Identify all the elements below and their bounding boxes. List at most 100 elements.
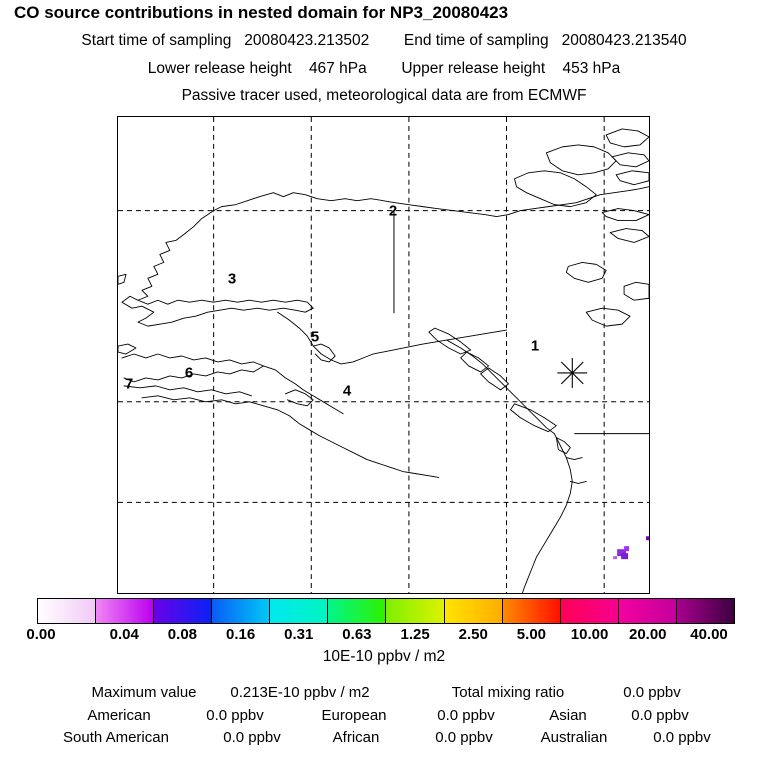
colorbar[interactable] — [37, 598, 735, 624]
political-borders — [393, 210, 649, 435]
asian-label: Asian — [549, 707, 587, 724]
plume-cells — [613, 536, 649, 560]
coastline-alaska-west — [121, 299, 314, 327]
coastline-arctic-island-5 — [615, 170, 649, 186]
american-value: 0.0 ppbv — [206, 707, 264, 724]
colorbar-segment-8 — [502, 599, 561, 623]
australian-label: Australian — [540, 729, 608, 746]
coastline-alaska-north — [121, 192, 509, 303]
coastline-great-slave-lake — [585, 307, 631, 327]
footer-row-summary: Maximum value 0.213E-10 ppbv / m2 Total … — [0, 684, 768, 706]
page-title: CO source contributions in nested domain… — [14, 3, 509, 22]
coastline-alaska-peninsula — [141, 395, 440, 478]
maximum-value-label: Maximum value — [91, 684, 197, 701]
colorbar-tick-0: 0.00 — [26, 626, 56, 643]
footer-row-2: South American 0.0 ppbv African 0.0 ppbv… — [0, 729, 768, 751]
release-site-asterisk-icon — [557, 357, 588, 388]
colorbar-tick-7: 2.50 — [458, 626, 488, 643]
coastline-puget — [555, 437, 571, 455]
colorbar-unit-label: 10E-10 ppbv / m2 — [322, 648, 446, 665]
lower-release-height-value: 467 hPa — [308, 60, 367, 77]
colorbar-segment-1 — [96, 599, 155, 623]
coastline-great-bear-lake — [565, 261, 607, 283]
start-time-label: Start time of sampling — [81, 32, 232, 49]
sampling-time-line: Start time of sampling 20080423.213502 E… — [0, 32, 768, 50]
coastline-bristol-bay — [263, 365, 344, 415]
coastline-arctic-island-3 — [605, 128, 649, 148]
colorbar-segment-11 — [676, 599, 734, 623]
colorbar-tick-8: 5.00 — [516, 626, 547, 643]
coastline-banks-island — [545, 144, 617, 176]
coastline-alaska-panhandle — [446, 339, 555, 435]
colorbar-tick-11: 40.00 — [690, 626, 728, 643]
colorbar-segment-9 — [560, 599, 619, 623]
european-label: European — [321, 707, 387, 724]
coastline-us-west-detail2 — [569, 481, 587, 484]
lower-release-height-label: Lower release height — [147, 60, 292, 77]
region-label-2: 2 — [388, 202, 398, 220]
colorbar-segment-3 — [212, 599, 271, 623]
coastline-us-west — [522, 433, 573, 593]
release-height-line: Lower release height 467 hPa Upper relea… — [0, 60, 768, 78]
south-american-label: South American — [63, 729, 169, 746]
end-time-value: 20080423.213540 — [561, 32, 687, 49]
coastline-bc-islands-2 — [460, 351, 490, 373]
coastline-aleutians-arc — [123, 385, 252, 397]
maximum-value: 0.213E-10 ppbv / m2 — [230, 684, 370, 701]
south-american-value: 0.0 ppbv — [223, 729, 281, 746]
region-label-6: 6 — [184, 364, 194, 382]
african-value: 0.0 ppbv — [435, 729, 493, 746]
colorbar-tick-5: 0.63 — [342, 626, 372, 643]
colorbar-segment-7 — [444, 599, 503, 623]
colorbar-segment-2 — [154, 599, 213, 623]
coastline-victoria-island — [514, 170, 597, 208]
coastline-siberia-edge — [118, 343, 137, 355]
coastline-hudson-west — [623, 281, 649, 301]
coastline-bc-islands-3 — [480, 367, 509, 391]
colorbar-segment-5 — [328, 599, 387, 623]
coastline-kenai-prince-william — [312, 343, 336, 363]
total-mixing-ratio-label: Total mixing ratio — [451, 684, 565, 701]
colorbar-segment-10 — [618, 599, 677, 623]
total-mixing-ratio-value: 0.0 ppbv — [623, 684, 681, 701]
colorbar-tick-10: 20.00 — [628, 626, 667, 643]
region-label-5: 5 — [310, 328, 320, 346]
australian-value: 0.0 ppbv — [653, 729, 711, 746]
region-label-4: 4 — [342, 382, 352, 400]
region-label-1: 1 — [530, 337, 540, 355]
region-label-3: 3 — [227, 270, 237, 288]
map-canvas — [118, 117, 649, 593]
colorbar-tick-9: 10.00 — [570, 626, 609, 643]
american-label: American — [87, 707, 151, 724]
colorbar-tick-4: 0.31 — [284, 626, 314, 643]
tracer-note: Passive tracer used, meteorological data… — [181, 87, 587, 104]
african-label: African — [332, 729, 380, 746]
colorbar-tick-2: 0.08 — [167, 626, 198, 643]
coastline-vancouver-island — [510, 403, 557, 433]
colorbar-tick-labels: 0.00 0.04 0.08 0.16 0.31 0.63 1.25 2.50 5.00 10.0… — [0, 626, 768, 646]
gridlines — [118, 117, 649, 593]
region-label-7: 7 — [124, 375, 134, 393]
colorbar-segment-6 — [386, 599, 445, 623]
coastline-alaska-southcentral — [276, 311, 507, 365]
coastline-canada-arctic-1 — [508, 186, 649, 216]
colorbar-segment-4 — [270, 599, 329, 623]
european-value: 0.0 ppbv — [437, 707, 495, 724]
coastline-arctic-island-7 — [609, 228, 649, 243]
coastline-arctic-island-4 — [611, 152, 649, 168]
map-plot-area: 1 2 3 4 5 6 7 — [117, 116, 650, 594]
colorbar-tick-6: 1.25 — [400, 626, 430, 643]
start-time-value: 20080423.213502 — [244, 32, 370, 49]
coastline-arctic-island-6 — [601, 208, 649, 222]
coastline-chukotka — [118, 273, 127, 285]
coastline-kodiak — [284, 389, 314, 407]
coastline-bc-islands-1 — [428, 327, 472, 355]
upper-release-height-label: Upper release height — [401, 60, 546, 77]
colorbar-tick-3: 0.16 — [225, 626, 256, 643]
end-time-label: End time of sampling — [403, 32, 549, 49]
footer-row-1: American 0.0 ppbv European 0.0 ppbv Asia… — [0, 707, 768, 729]
coastline-us-west-detail — [565, 457, 583, 461]
colorbar-tick-1: 0.04 — [109, 626, 139, 643]
asian-value: 0.0 ppbv — [631, 707, 689, 724]
upper-release-height-value: 453 hPa — [562, 60, 621, 77]
